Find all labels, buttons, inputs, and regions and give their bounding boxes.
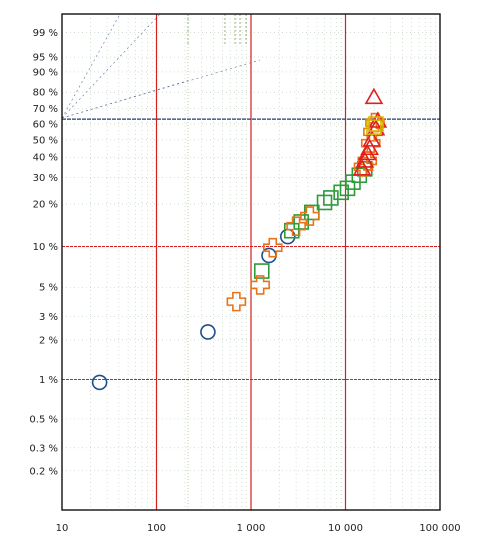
y-tick-label: 99 %: [33, 28, 58, 39]
y-tick-label: 3 %: [39, 312, 58, 323]
x-tick-label: 10: [56, 523, 69, 534]
y-tick-label: 0.2 %: [29, 466, 58, 477]
data-point-triangle: [362, 130, 382, 147]
y-tick-label: 0.5 %: [29, 414, 58, 425]
y-tick-label: 80 %: [33, 88, 58, 99]
y-tick-label: 50 %: [33, 135, 58, 146]
y-tick-label: 2 %: [39, 335, 58, 346]
data-point-cross: [357, 151, 378, 171]
y-tick-label: 70 %: [33, 104, 58, 115]
data-point-circle: [91, 374, 108, 391]
data-point-square: [323, 190, 339, 206]
y-tick-label: 30 %: [33, 173, 58, 184]
data-point-cross: [300, 206, 320, 226]
data-point-square: [253, 263, 270, 279]
data-point-triangle: [360, 138, 380, 156]
x-tick-label: 100: [147, 523, 166, 534]
y-tick-label: 10 %: [33, 242, 58, 253]
data-point-cross: [250, 275, 270, 295]
y-tick-label: 90 %: [33, 67, 58, 78]
data-point-triangle: [364, 87, 384, 105]
x-tick-label: 10 000: [328, 523, 363, 534]
plot-frame: [61, 13, 441, 511]
y-tick-label: 20 %: [33, 200, 58, 211]
data-point-triangle: [352, 159, 372, 176]
y-tick-label: 5 %: [39, 283, 58, 294]
y-tick-label: 0.3 %: [29, 443, 58, 454]
data-point-cross: [226, 291, 247, 312]
x-tick-label: 1 000: [237, 523, 266, 534]
data-point-cross: [360, 133, 381, 153]
guide-line: [61, 13, 161, 119]
y-tick-label: 60 %: [33, 120, 58, 131]
data-point-square: [366, 119, 382, 135]
guide-line: [61, 59, 261, 119]
y-tick-label: 1 %: [39, 375, 58, 386]
data-point-square: [283, 222, 300, 239]
data-point-cross: [262, 237, 283, 258]
data-point-circle: [200, 324, 216, 340]
data-point-square: [368, 116, 384, 132]
y-tick-label: 40 %: [33, 153, 58, 164]
data-point-cross: [286, 216, 306, 236]
y-tick-label: 95 %: [33, 53, 58, 64]
x-tick-label: 100 000: [419, 523, 460, 534]
data-point-cross: [353, 156, 374, 177]
